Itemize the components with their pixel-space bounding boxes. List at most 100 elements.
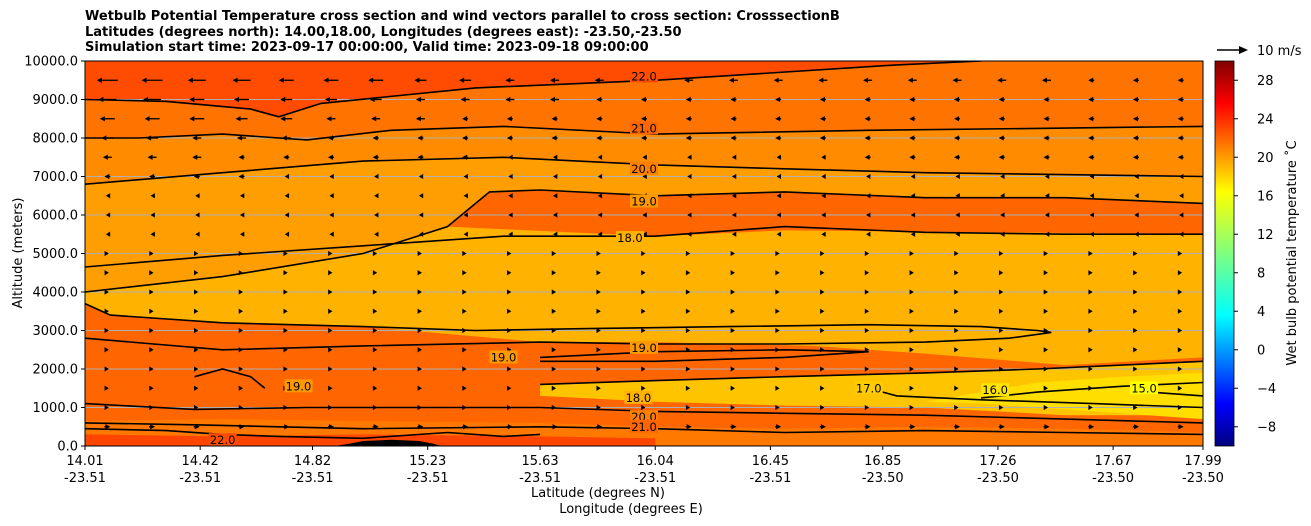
wind-vector-head bbox=[194, 308, 199, 314]
wind-vector-head bbox=[150, 231, 155, 237]
wind-vector-head bbox=[730, 385, 735, 391]
contour-line-19.0 bbox=[194, 368, 266, 389]
wind-vector-head bbox=[238, 366, 244, 372]
wind-vector-head bbox=[189, 116, 195, 122]
x-tick-label-lon: -23.51 bbox=[634, 471, 676, 486]
wind-vector-head bbox=[596, 96, 602, 103]
wind-vector-head bbox=[1044, 424, 1050, 430]
wind-vector-head bbox=[329, 212, 334, 218]
wind-vector-head bbox=[551, 250, 557, 257]
wind-vector-head bbox=[775, 308, 780, 314]
y-tick-label: 6000.0 bbox=[33, 209, 79, 224]
wind-vector-head bbox=[685, 96, 691, 103]
wind-vector-head bbox=[909, 385, 914, 391]
wind-vector-head bbox=[998, 308, 1004, 314]
x-tick-label-lon: -23.51 bbox=[292, 471, 334, 486]
wind-vector-head bbox=[597, 154, 603, 160]
contour-label-bg bbox=[854, 381, 883, 395]
wind-vector-head bbox=[775, 385, 780, 391]
wind-vector-head bbox=[237, 135, 243, 141]
wind-vector-head bbox=[1177, 308, 1183, 314]
wind-vector-head bbox=[730, 404, 735, 411]
wind-vector-head bbox=[821, 212, 826, 218]
wind-vector-head bbox=[776, 173, 781, 180]
wind-vector-head bbox=[240, 193, 245, 199]
contour-label-bg bbox=[981, 383, 1010, 397]
wind-vector-head bbox=[1179, 193, 1184, 199]
wind-vector-head bbox=[462, 250, 467, 257]
wind-vector-head bbox=[1177, 270, 1183, 276]
wind-vector-head bbox=[685, 366, 691, 372]
wind-vector-head bbox=[104, 289, 109, 295]
contour-lines bbox=[85, 61, 1203, 440]
wind-vector-head bbox=[1043, 385, 1048, 391]
wind-vector-head bbox=[1088, 347, 1093, 353]
wind-vector-head bbox=[998, 135, 1004, 141]
wind-vector-head bbox=[866, 212, 871, 218]
wind-vector-head bbox=[998, 154, 1004, 160]
wind-vector-head bbox=[641, 270, 646, 276]
wind-vector-head bbox=[730, 116, 736, 122]
wind-vector-head bbox=[776, 154, 781, 160]
wind-vector-head bbox=[1089, 193, 1094, 199]
wind-vector-head bbox=[1133, 270, 1138, 276]
wind-vector-head bbox=[417, 308, 422, 314]
contour-line-22.0 bbox=[85, 427, 541, 440]
wind-vector-head bbox=[1177, 385, 1183, 391]
wind-vector-head bbox=[551, 308, 557, 314]
wind-vector-head bbox=[641, 96, 646, 103]
wind-vector-head bbox=[104, 347, 109, 353]
wind-vector-head bbox=[1132, 154, 1138, 160]
wind-vector-head bbox=[685, 308, 691, 314]
wind-vector-head bbox=[1088, 116, 1094, 122]
wind-vector-head bbox=[96, 77, 102, 83]
wind-vector-head bbox=[463, 193, 468, 199]
wind-vector-head bbox=[596, 116, 602, 122]
wind-vector-head bbox=[999, 424, 1005, 430]
wind-vector-head bbox=[1089, 424, 1095, 430]
wind-vector-head bbox=[462, 385, 467, 391]
x-tick-label-lat: 15.23 bbox=[409, 454, 446, 469]
wind-vector-head bbox=[104, 404, 109, 411]
wind-vector-head bbox=[1043, 154, 1049, 160]
contour-label: 21.0 bbox=[631, 420, 657, 434]
wind-vector-head bbox=[775, 404, 780, 411]
contour-label: 19.0 bbox=[631, 341, 657, 355]
wind-vector-head bbox=[104, 327, 109, 334]
x-tick-label-lon: -23.51 bbox=[64, 471, 106, 486]
wind-vector-head bbox=[594, 77, 600, 83]
wind-vector-head bbox=[194, 289, 199, 295]
y-tick-label: 0.0 bbox=[57, 440, 78, 455]
colorbar-tick-label: 28 bbox=[1257, 74, 1274, 89]
wind-vector-head bbox=[1088, 250, 1093, 257]
wind-vector-head bbox=[104, 385, 109, 391]
wind-vector-head bbox=[820, 327, 825, 334]
x-tick-label-lat: 14.42 bbox=[182, 454, 219, 469]
wind-vector-head bbox=[417, 154, 423, 160]
wind-vector-head bbox=[278, 77, 284, 83]
wind-vector-head bbox=[1177, 327, 1183, 334]
wind-vector-head bbox=[909, 154, 915, 160]
contour-label-bg bbox=[284, 379, 313, 393]
wind-vector-head bbox=[954, 154, 960, 160]
chart-title: Wetbulb Potential Temperature cross sect… bbox=[85, 9, 840, 56]
contour-label: 21.0 bbox=[631, 121, 657, 135]
wind-vector-head bbox=[553, 193, 558, 199]
wind-vector-head bbox=[1177, 135, 1183, 141]
wind-vector-head bbox=[998, 404, 1004, 411]
y-tick-label: 2000.0 bbox=[33, 363, 79, 378]
wind-vector-head bbox=[820, 289, 825, 295]
contour-label-bg bbox=[1130, 381, 1159, 395]
wind-vector-head bbox=[1088, 96, 1094, 103]
wind-vector-head bbox=[1132, 135, 1138, 141]
wind-vector-head bbox=[865, 424, 871, 430]
wind-vector-head bbox=[374, 212, 379, 218]
wind-vector-head bbox=[463, 231, 468, 237]
wind-vector-head bbox=[283, 289, 288, 295]
quiver-key-label: 10 m/s bbox=[1257, 44, 1302, 59]
wind-vector-head bbox=[462, 366, 467, 372]
wind-vector-head bbox=[372, 347, 378, 353]
wind-vector-head bbox=[910, 173, 916, 180]
quiver-key: 10 m/s bbox=[1217, 44, 1302, 59]
wind-vector-head bbox=[954, 116, 960, 122]
